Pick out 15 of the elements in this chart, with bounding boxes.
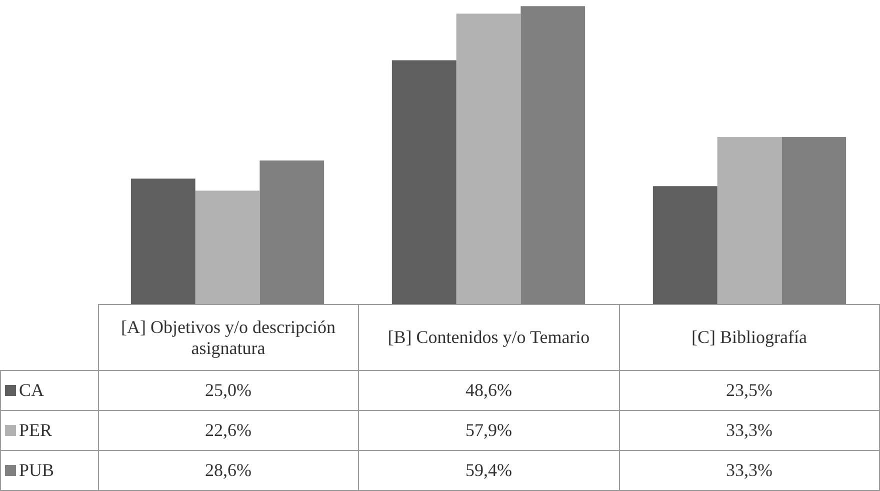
data-label: 57,9% bbox=[358, 410, 619, 450]
x-tick-label: [C] Bibliografía bbox=[619, 304, 880, 370]
x-tick-label: [B] Contenidos y/o Temario bbox=[358, 304, 619, 370]
data-label: 48,6% bbox=[358, 370, 619, 410]
data-label: 22,6% bbox=[98, 410, 358, 450]
data-label: 33,3% bbox=[619, 410, 880, 450]
data-label: 59,4% bbox=[358, 450, 619, 490]
legend-label: PUB bbox=[0, 450, 98, 490]
data-label: 23,5% bbox=[619, 370, 880, 410]
data-label: 33,3% bbox=[619, 450, 880, 490]
x-tick-label: [A] Objetivos y/o descripción asignatura bbox=[98, 304, 358, 370]
data-label: 28,6% bbox=[98, 450, 358, 490]
legend-label: CA bbox=[0, 370, 98, 410]
data-label: 25,0% bbox=[98, 370, 358, 410]
legend-label: PER bbox=[0, 410, 98, 450]
